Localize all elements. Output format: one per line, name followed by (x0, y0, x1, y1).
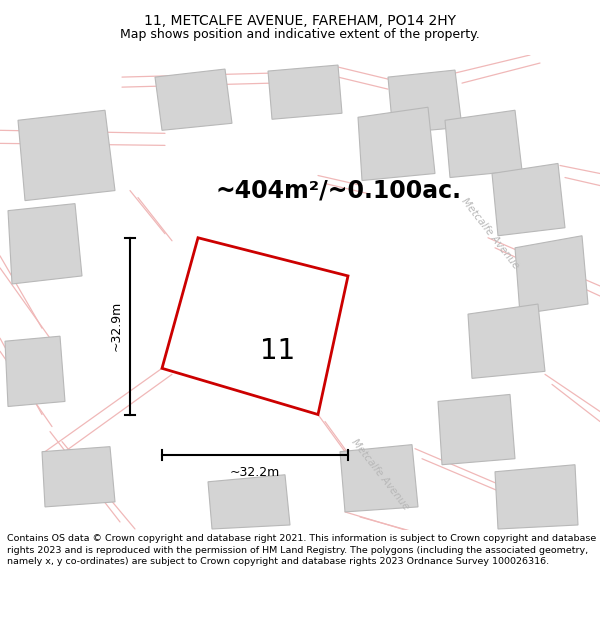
Polygon shape (8, 204, 82, 284)
Polygon shape (340, 444, 418, 512)
Text: 11, METCALFE AVENUE, FAREHAM, PO14 2HY: 11, METCALFE AVENUE, FAREHAM, PO14 2HY (144, 14, 456, 28)
Text: 11: 11 (260, 338, 296, 365)
Polygon shape (162, 238, 348, 414)
Polygon shape (268, 65, 342, 119)
Polygon shape (468, 304, 545, 378)
Polygon shape (515, 236, 588, 314)
Text: Metcalfe Avenue: Metcalfe Avenue (349, 438, 411, 512)
Polygon shape (495, 465, 578, 529)
Polygon shape (388, 70, 462, 133)
Polygon shape (492, 164, 565, 236)
Text: ~32.2m: ~32.2m (230, 466, 280, 479)
Polygon shape (155, 69, 232, 131)
Text: Metcalfe Avenue: Metcalfe Avenue (459, 196, 521, 271)
Polygon shape (18, 110, 115, 201)
Polygon shape (5, 336, 65, 406)
Text: Contains OS data © Crown copyright and database right 2021. This information is : Contains OS data © Crown copyright and d… (7, 534, 596, 566)
Text: Map shows position and indicative extent of the property.: Map shows position and indicative extent… (120, 28, 480, 41)
Polygon shape (358, 107, 435, 181)
Text: ~404m²/~0.100ac.: ~404m²/~0.100ac. (215, 179, 461, 202)
Polygon shape (42, 447, 115, 507)
Text: ~32.9m: ~32.9m (110, 301, 122, 351)
Polygon shape (208, 475, 290, 529)
Polygon shape (445, 110, 522, 178)
Polygon shape (438, 394, 515, 465)
